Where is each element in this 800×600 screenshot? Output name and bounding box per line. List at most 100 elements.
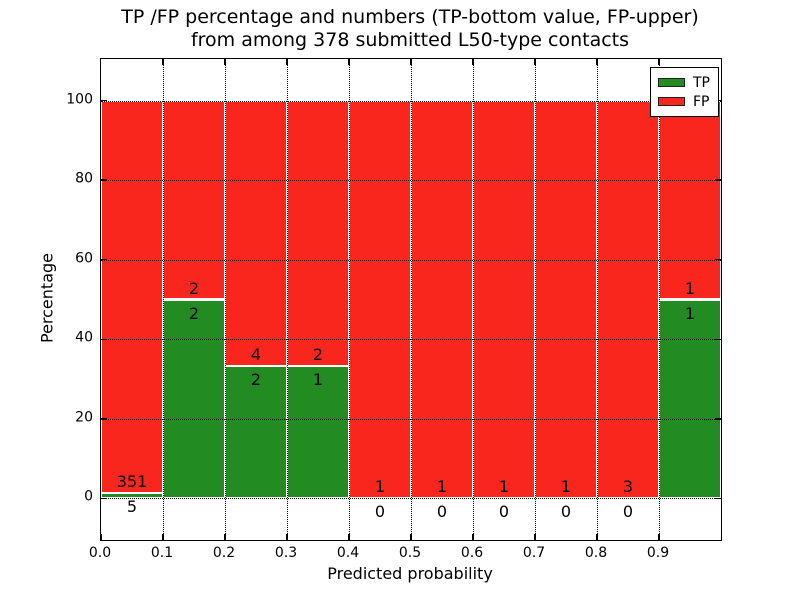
x-tick-label: 0.1 (150, 545, 174, 561)
y-tick-mark (715, 338, 721, 340)
fp-bar-segment (535, 100, 597, 499)
y-tick-mark (101, 418, 107, 420)
tp-count-label: 0 (498, 502, 510, 522)
bar-bin (349, 100, 411, 499)
y-tick-mark (101, 258, 107, 261)
x-tick-mark (100, 534, 102, 540)
tp-count-label: 0 (374, 502, 386, 522)
x-tick-label: 0.4 (336, 545, 360, 561)
y-tick-mark (715, 179, 721, 181)
x-tick-mark (596, 59, 598, 65)
bar-bin (101, 100, 163, 499)
v-gridline (224, 59, 226, 540)
bar-bin (287, 100, 349, 499)
v-gridline (596, 59, 598, 540)
y-tick-mark (101, 179, 107, 181)
legend-item-fp: FP (658, 92, 710, 111)
x-tick-label: 0.5 (398, 545, 422, 561)
x-tick-mark (348, 534, 350, 540)
x-tick-mark (472, 534, 474, 540)
v-gridline (348, 59, 350, 540)
x-tick-mark (596, 534, 598, 540)
x-tick-mark (410, 534, 412, 540)
x-tick-label: 0.3 (274, 545, 298, 561)
x-tick-mark (472, 59, 474, 65)
v-gridline (286, 59, 288, 540)
fp-count-label: 2 (312, 344, 324, 364)
x-tick-mark (224, 534, 226, 540)
tp-bar-segment (163, 299, 225, 499)
chart-title-line2: from among 378 submitted L50-type contac… (190, 29, 630, 51)
tp-count-label: 5 (126, 496, 138, 516)
fp-count-label: 1 (498, 477, 510, 497)
fp-swatch-icon (658, 97, 685, 106)
fp-count-label: 3 (622, 477, 634, 497)
fp-bar-segment (597, 100, 659, 499)
legend: TP FP (650, 67, 719, 117)
y-tick-mark (101, 99, 107, 102)
v-gridline (534, 59, 536, 540)
y-tick-mark (715, 258, 721, 261)
y-tick-label: 40 (75, 329, 93, 346)
y-tick-label: 60 (75, 250, 93, 267)
x-tick-label: 0.6 (460, 545, 484, 561)
tp-swatch-icon (658, 78, 685, 87)
chart-title-line1: TP /FP percentage and numbers (TP-bottom… (121, 6, 699, 28)
v-gridline (658, 59, 660, 540)
x-tick-mark (286, 59, 288, 65)
y-tick-mark (101, 338, 107, 340)
tp-bar-segment (287, 365, 349, 499)
x-tick-mark (224, 59, 226, 65)
fp-bar-segment (349, 100, 411, 499)
tp-count-label: 0 (560, 502, 572, 522)
v-gridline (162, 59, 164, 540)
y-tick-label: 100 (66, 91, 93, 108)
tp-count-label: 0 (436, 502, 448, 522)
x-tick-mark (348, 59, 350, 65)
fp-bar-segment (287, 100, 349, 366)
tp-bar-segment (659, 299, 721, 499)
x-tick-mark (658, 59, 660, 65)
fp-count-label: 1 (436, 477, 448, 497)
legend-item-tp: TP (658, 73, 710, 92)
x-tick-mark (658, 534, 660, 540)
fp-bar-segment (411, 100, 473, 499)
y-tick-mark (715, 497, 721, 499)
fp-bar-segment (225, 100, 287, 366)
x-tick-mark (534, 59, 536, 65)
fp-count-label: 351 (116, 471, 148, 491)
fp-bar-segment (659, 100, 721, 300)
tp-bar-segment (225, 365, 287, 499)
x-tick-label: 0.8 (584, 545, 608, 561)
fp-count-label: 4 (250, 344, 262, 364)
x-tick-mark (162, 59, 164, 65)
x-tick-label: 0.2 (212, 545, 236, 561)
v-gridline (472, 59, 474, 540)
x-tick-label: 0.9 (646, 545, 670, 561)
legend-label-tp: TP (693, 74, 710, 91)
bar-bin (473, 100, 535, 499)
fp-count-label: 2 (188, 278, 200, 298)
x-tick-mark (286, 534, 288, 540)
fp-bar-segment (163, 100, 225, 300)
fp-count-label: 1 (684, 278, 696, 298)
tp-count-label: 1 (684, 303, 696, 323)
tp-count-label: 0 (622, 502, 634, 522)
chart-title: TP /FP percentage and numbers (TP-bottom… (100, 6, 720, 52)
y-tick-label: 0 (84, 488, 93, 505)
legend-label-fp: FP (693, 93, 710, 110)
x-tick-mark (534, 534, 536, 540)
x-tick-mark (162, 534, 164, 540)
bar-bin (225, 100, 287, 499)
tp-count-label: 2 (188, 303, 200, 323)
x-tick-label: 0.7 (522, 545, 546, 561)
v-gridline (410, 59, 412, 540)
y-tick-label: 20 (75, 409, 93, 426)
x-tick-label: 0.0 (88, 545, 112, 561)
bar-bin (163, 100, 225, 499)
tp-count-label: 2 (250, 369, 262, 389)
bar-bin (597, 100, 659, 499)
x-axis-label: Predicted probability (327, 564, 493, 583)
y-tick-mark (715, 418, 721, 420)
